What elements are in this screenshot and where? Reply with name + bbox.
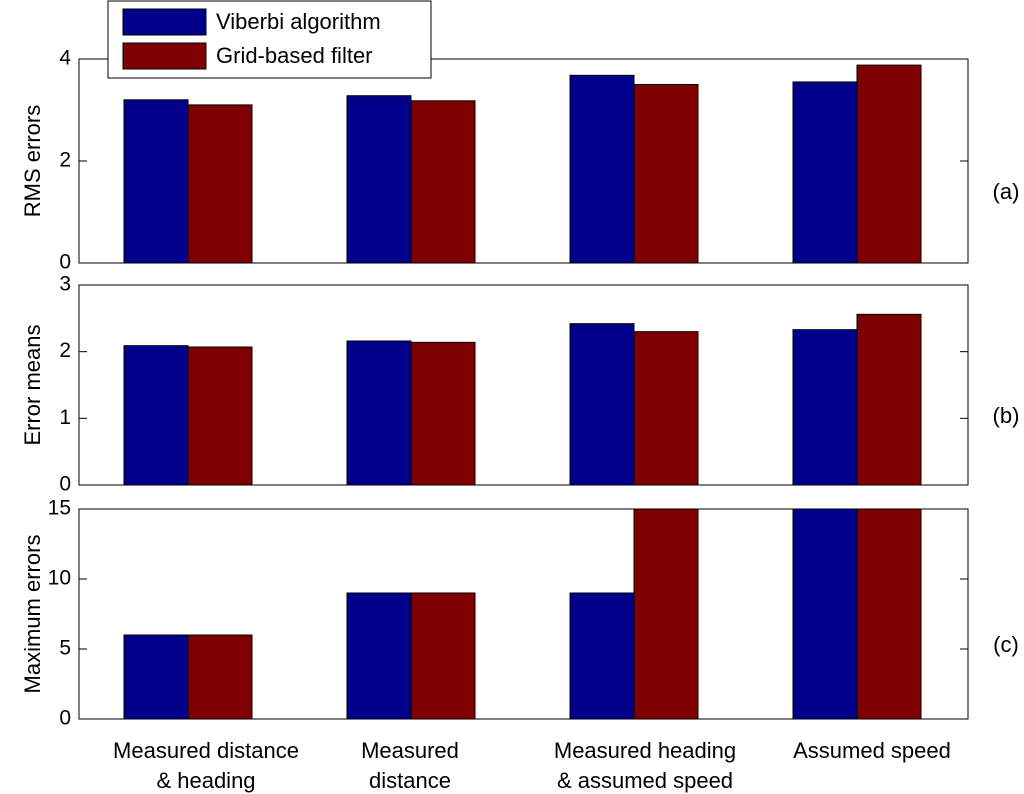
legend-label: Viberbi algorithm (216, 9, 381, 34)
bar (187, 346, 253, 486)
bar (633, 84, 699, 264)
y-tick-label: 10 (48, 567, 71, 590)
bar (569, 323, 635, 486)
bar (123, 634, 189, 720)
panel-label: (b) (993, 403, 1020, 428)
bar (792, 81, 858, 264)
bar (856, 313, 922, 486)
category-label: Measured (361, 738, 459, 763)
panel-label: (c) (993, 632, 1019, 657)
category-label: Measured heading (554, 738, 736, 763)
y-tick-label: 0 (59, 473, 71, 496)
panel-label: (a) (993, 179, 1020, 204)
y-tick-label: 0 (59, 251, 71, 274)
category-label: distance (369, 768, 451, 793)
bar (187, 104, 253, 264)
bar (856, 508, 922, 720)
category-labels: Measured distance & heading Measured distan… (113, 738, 951, 793)
bar (792, 508, 858, 720)
legend: Viberbi algorithm Grid-based filter (107, 0, 432, 79)
y-axis-label: RMS errors (20, 105, 45, 217)
y-axis-label: Error means (20, 324, 45, 445)
bar (410, 341, 476, 486)
y-tick-label: 1 (59, 406, 71, 429)
y-tick-label: 3 (59, 273, 71, 296)
y-tick-label: 2 (59, 339, 71, 362)
panel-b: 0 1 2 3 Error means (b) (20, 273, 1019, 496)
bar (410, 100, 476, 264)
bar (123, 345, 189, 486)
y-tick-label: 4 (59, 47, 71, 70)
y-tick-label: 0 (59, 707, 71, 730)
bar (346, 95, 412, 264)
category-label: & heading (156, 768, 255, 793)
bar (346, 340, 412, 486)
category-label: Measured distance (113, 738, 299, 763)
bar (569, 74, 635, 264)
y-axis-label: Maximum errors (20, 535, 45, 694)
legend-swatch (122, 42, 207, 70)
bar (569, 592, 635, 720)
panel-a: 0 2 4 RMS errors (a) (20, 47, 1019, 274)
bar (410, 592, 476, 720)
legend-swatch (122, 8, 207, 36)
axes-frame (78, 508, 969, 720)
category-label: Assumed speed (793, 738, 951, 763)
legend-label: Grid-based filter (216, 43, 373, 68)
bar (633, 331, 699, 486)
bar (792, 329, 858, 486)
bar (856, 64, 922, 264)
panels: 0 2 4 RMS errors (a) 0 1 2 3 Error means (b) 0 5 10 15… (20, 47, 1019, 730)
bar (187, 634, 253, 720)
bar (633, 508, 699, 720)
category-label: & assumed speed (557, 768, 733, 793)
y-tick-label: 2 (59, 149, 71, 172)
bar (346, 592, 412, 720)
y-tick-label: 5 (59, 637, 71, 660)
bar (123, 99, 189, 264)
axes-frame (78, 284, 969, 486)
y-tick-label: 15 (48, 497, 71, 520)
